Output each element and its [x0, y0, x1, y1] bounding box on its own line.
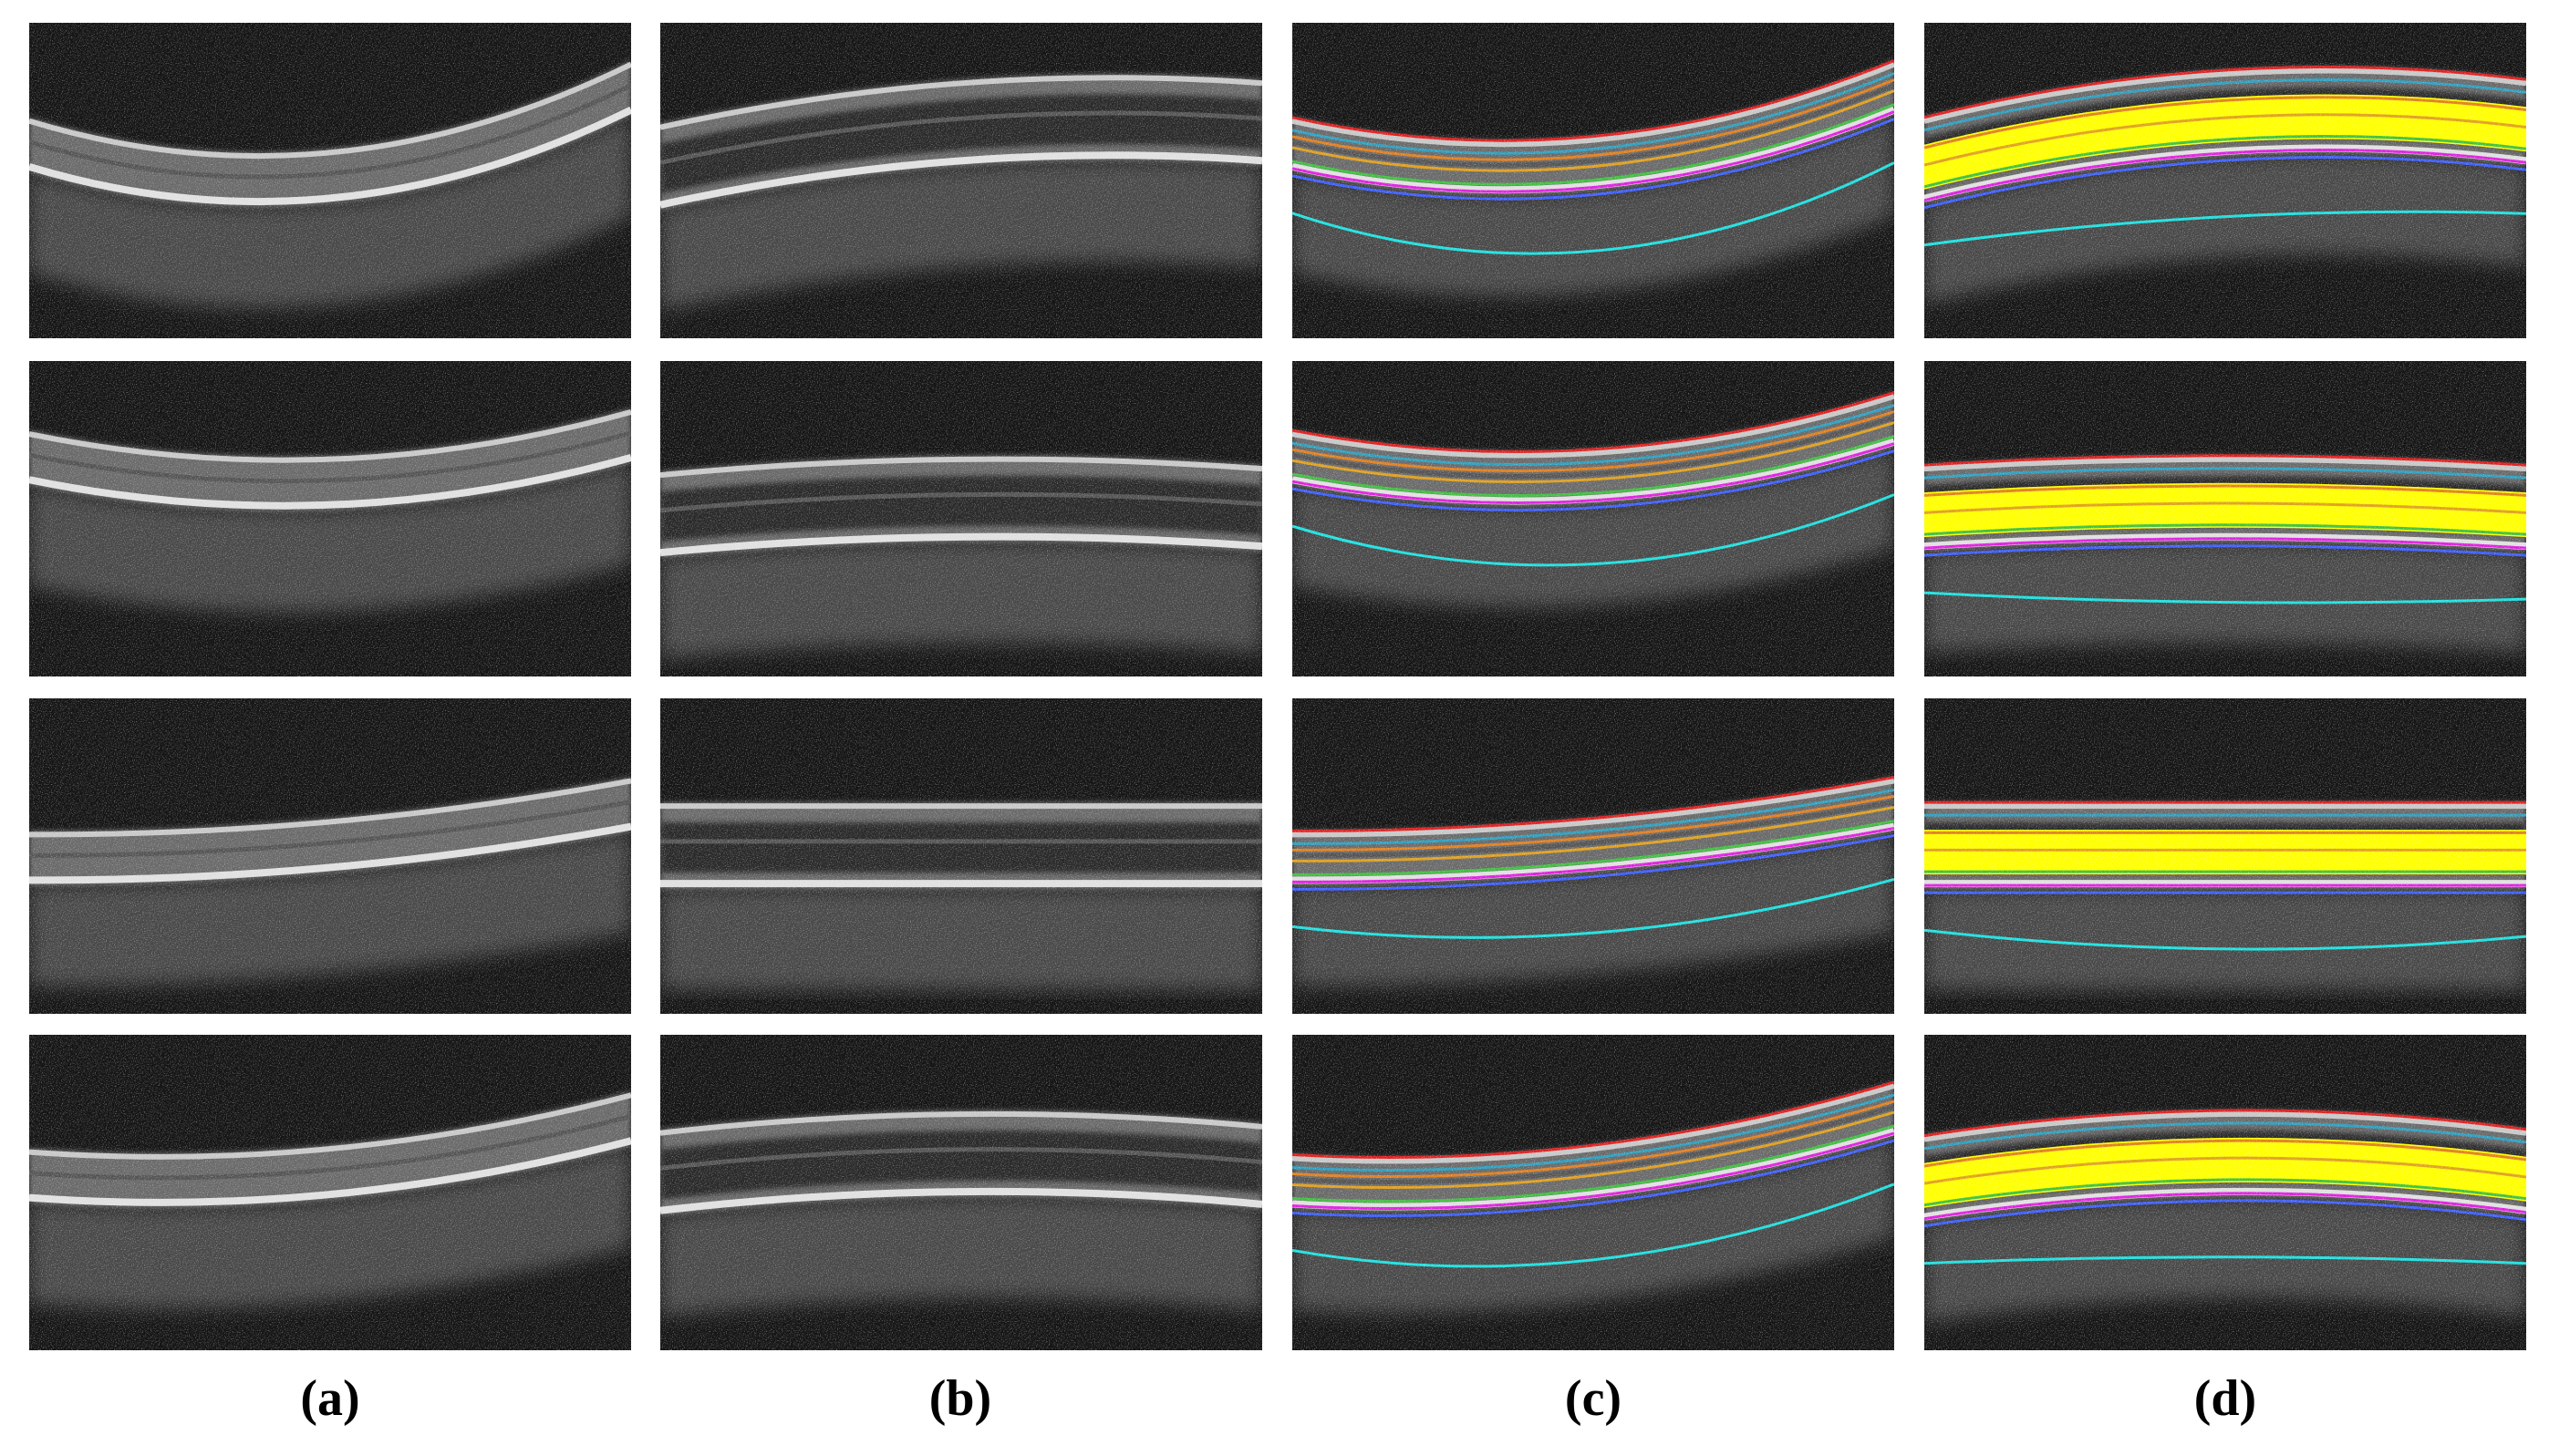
- panel-content: [1924, 1035, 2526, 1350]
- speckle: [660, 1035, 1262, 1350]
- oct-panel: [1924, 23, 2526, 338]
- oct-panel: [660, 698, 1262, 1014]
- panel-content: [1924, 698, 2526, 1014]
- oct-panel: [1292, 1035, 1894, 1350]
- column-label: (a): [300, 1370, 359, 1427]
- panel-content: [1292, 23, 1894, 338]
- oct-panel: [660, 1035, 1262, 1350]
- panel-content: [1924, 361, 2526, 676]
- speckle: [660, 23, 1262, 338]
- speckle: [1292, 1035, 1894, 1350]
- oct-panel: [1292, 698, 1894, 1014]
- panel-content: [660, 23, 1262, 338]
- speckle: [660, 361, 1262, 676]
- oct-panel: [29, 23, 631, 338]
- panel-content: [29, 361, 631, 676]
- oct-panel: [1924, 698, 2526, 1014]
- column-label: (c): [1565, 1370, 1622, 1427]
- oct-panel: [660, 23, 1262, 338]
- speckle: [1924, 1035, 2526, 1350]
- panel-content: [660, 698, 1262, 1014]
- column-label: (d): [2194, 1370, 2256, 1427]
- oct-panel: [29, 361, 631, 676]
- panel-content: [1924, 23, 2526, 338]
- panel-content: [29, 698, 631, 1014]
- panel-content: [29, 23, 631, 338]
- column-label: (b): [929, 1370, 991, 1427]
- speckle: [1292, 361, 1894, 676]
- speckle: [1292, 698, 1894, 1014]
- speckle: [29, 361, 631, 676]
- oct-panel: [29, 1035, 631, 1350]
- panel-content: [660, 361, 1262, 676]
- oct-panel: [1924, 361, 2526, 676]
- panel-content: [660, 1035, 1262, 1350]
- oct-panel: [29, 698, 631, 1014]
- speckle: [1924, 23, 2526, 338]
- panel-content: [1292, 361, 1894, 676]
- panel-content: [1292, 698, 1894, 1014]
- oct-panel: [1292, 23, 1894, 338]
- panel-content: [1292, 1035, 1894, 1350]
- speckle: [1924, 361, 2526, 676]
- oct-panel: [1292, 361, 1894, 676]
- speckle: [1924, 698, 2526, 1014]
- speckle: [29, 1035, 631, 1350]
- oct-panel: [1924, 1035, 2526, 1350]
- speckle: [660, 698, 1262, 1014]
- column-labels: (a) (b) (c) (d): [300, 1370, 2256, 1427]
- speckle: [1292, 23, 1894, 338]
- speckle: [29, 23, 631, 338]
- oct-panel: [660, 361, 1262, 676]
- panel-content: [29, 1035, 631, 1350]
- speckle: [29, 698, 631, 1014]
- panels: [29, 23, 2526, 1350]
